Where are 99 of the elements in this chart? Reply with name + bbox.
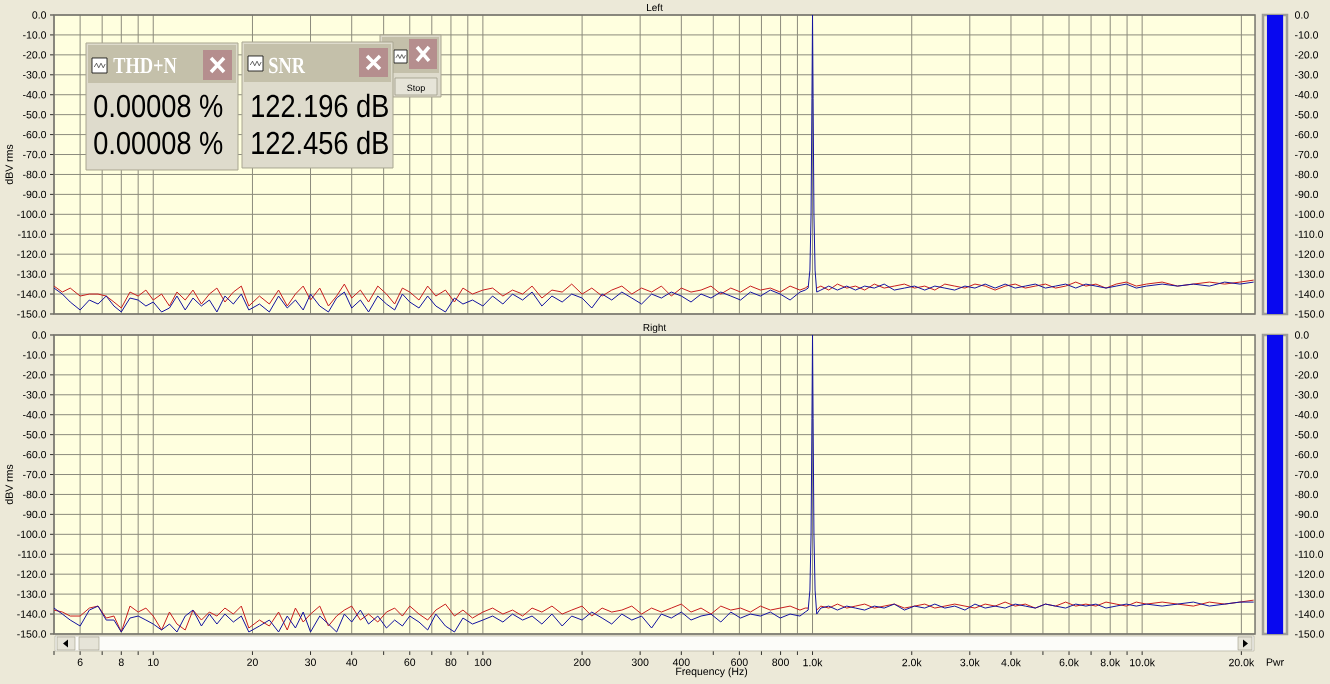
y-tick-label: -50.0 [1295,430,1319,439]
y-tick-label: -90.0 [23,190,47,199]
x-tick-label: 2.0k [902,658,922,667]
y-tick-label: -60.0 [23,130,47,139]
y-tick-label: -10.0 [1295,31,1319,39]
y-tick-label: -40.0 [1295,411,1319,419]
y-tick-label: -70.0 [23,150,47,159]
annotation: SNR [269,57,306,74]
y-axis-title: dBV rms [5,464,13,505]
x-tick-label: 6 [77,658,83,666]
y-tick-label: -90.0 [23,510,47,519]
y-tick-label: 0.0 [32,331,47,339]
y-tick-label: -30.0 [23,391,47,399]
y-tick-label: -140.0 [17,610,47,618]
y-tick-label: -120.0 [17,250,47,258]
x-tick-label: 20 [247,658,258,666]
y-tick-label: -140.0 [1295,290,1324,298]
x-tick-label: 600 [731,658,748,666]
y-tick-label: -20.0 [23,51,47,59]
y-tick-label: -50.0 [23,110,47,119]
y-tick-label: -10.0 [23,31,47,39]
x-tick-label: 1.0k [803,658,823,667]
x-tick-label: 4.0k [1001,658,1021,667]
y-tick-label: -80.0 [1295,170,1319,179]
annotation: Stop [407,84,425,93]
x-tick-label: 400 [672,658,690,666]
x-tick-label: 800 [772,658,789,666]
annotation: 0.00008 % [94,94,223,118]
y-tick-label: -70.0 [1295,470,1319,479]
y-tick-label: -110.0 [17,230,47,238]
x-tick-label: 40 [346,658,358,666]
x-tick-label: 6.0k [1059,658,1079,667]
y-tick-label: -60.0 [23,450,47,459]
y-tick-label: -150.0 [1295,310,1324,318]
annotation: 0.00008 % [94,131,223,155]
y-tick-label: -130.0 [1295,270,1324,278]
y-tick-label: -40.0 [23,411,47,419]
x-tick-label: 200 [573,658,591,666]
y-tick-label: 0.0 [1294,11,1309,19]
y-tick-label: -50.0 [1295,110,1319,119]
annotation: 122.196 dB [252,93,388,118]
y-tick-label: -150.0 [1295,630,1324,638]
x-tick-label: 100 [474,658,492,666]
y-tick-label: -150.0 [17,310,47,318]
y-tick-label: 0.0 [1294,331,1309,339]
y-tick-label: -60.0 [1295,130,1319,139]
y-tick-label: -10.0 [23,351,47,359]
x-tick-label: 8.0k [1100,658,1121,667]
y-tick-label: -100.0 [17,210,47,219]
y-tick-label: -100.0 [17,530,47,539]
chart-title: Left [646,3,663,12]
y-tick-label: -130.0 [1295,590,1324,598]
x-tick-label: 60 [404,658,416,666]
x-tick-label: 80 [445,658,457,666]
y-tick-label: -20.0 [1295,371,1319,379]
x-tick-label: Pwr [1266,658,1284,666]
y-tick-label: -90.0 [1295,510,1319,519]
y-tick-label: -30.0 [23,71,47,79]
y-tick-label: 0.0 [32,11,47,19]
y-tick-label: -110.0 [1295,230,1324,238]
y-tick-label: -40.0 [1295,91,1319,99]
x-tick-label: 20.0k [1229,658,1255,667]
y-tick-label: -70.0 [23,470,47,479]
y-tick-label: -20.0 [23,371,47,379]
y-tick-label: -120.0 [1295,250,1324,258]
x-tick-label: 8 [118,658,124,666]
annotation: 122.456 dB [252,130,388,155]
y-tick-label: -140.0 [17,290,47,298]
y-tick-label: -40.0 [23,91,47,99]
y-tick-label: -140.0 [1295,610,1324,618]
y-tick-label: -30.0 [1295,391,1319,399]
y-tick-label: -90.0 [1295,190,1319,199]
y-tick-label: -70.0 [1295,150,1319,159]
y-tick-label: -80.0 [23,490,47,499]
x-tick-label: 10.0k [1130,658,1155,667]
y-tick-label: -100.0 [1295,210,1324,219]
y-tick-label: -120.0 [1295,570,1324,578]
y-tick-label: -100.0 [1295,530,1324,539]
x-tick-label: 3.0k [960,658,980,667]
y-tick-label: -150.0 [17,630,47,638]
x-tick-label: 10 [148,658,159,666]
y-tick-label: -10.0 [1295,351,1319,359]
annotation: THD+N [113,57,177,74]
y-tick-label: -110.0 [17,550,47,558]
y-tick-label: -80.0 [1295,490,1319,499]
y-tick-label: -120.0 [17,570,47,578]
chart-title: Right [643,323,667,334]
x-axis-title: Frequency (Hz) [676,667,748,678]
y-tick-label: -20.0 [1295,51,1319,59]
y-tick-label: -110.0 [1295,550,1324,558]
y-tick-label: -60.0 [1295,450,1319,459]
y-tick-label: -30.0 [1295,71,1319,79]
y-axis-title: dBV rms [5,144,13,185]
y-tick-label: -130.0 [17,590,47,598]
x-tick-label: 30 [305,658,316,666]
y-tick-label: -130.0 [17,270,47,278]
y-tick-label: -80.0 [23,170,47,179]
y-tick-label: -50.0 [23,430,47,439]
x-tick-label: 300 [631,658,649,666]
